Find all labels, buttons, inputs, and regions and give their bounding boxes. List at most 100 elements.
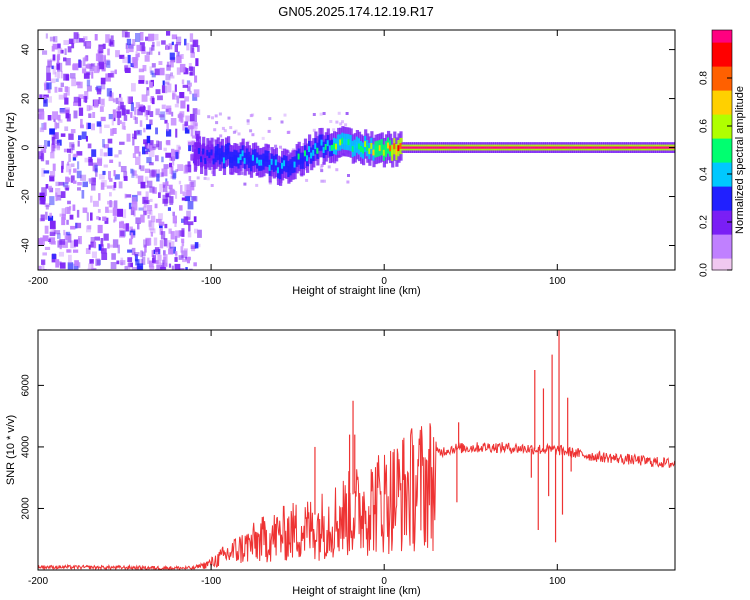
colorbar-tick-label: 0.6: [699, 119, 710, 133]
halo-cell: [240, 171, 244, 175]
ridge-core: [310, 152, 314, 159]
noise-cell: [106, 88, 112, 97]
ridge-core: [266, 156, 270, 162]
noise-cell: [159, 67, 165, 76]
noise-cell: [57, 114, 61, 121]
halo-cell: [215, 121, 219, 125]
halo-cell: [219, 134, 223, 138]
ridge-core: [654, 146, 659, 149]
noise-cell: [169, 52, 175, 60]
noise-cell: [100, 98, 105, 107]
noise-cell: [186, 80, 191, 85]
noise-cell: [144, 168, 150, 173]
halo-cell: [212, 138, 216, 142]
ridge-core: [399, 143, 403, 149]
noise-cell: [39, 127, 45, 133]
halo-cell: [291, 148, 295, 152]
ridge-core: [519, 146, 524, 149]
noise-cell: [93, 200, 99, 207]
noise-cell: [162, 182, 166, 188]
noise-cell: [133, 59, 138, 65]
noise-cell: [88, 263, 93, 270]
noise-cell: [124, 193, 127, 199]
noise-cell: [189, 33, 194, 42]
noise-cell: [60, 133, 66, 137]
noise-cell: [115, 269, 119, 270]
ridge-core: [285, 161, 289, 168]
noise-cell: [72, 64, 78, 70]
noise-cell: [112, 128, 117, 134]
noise-cell: [194, 242, 199, 249]
ridge-core: [274, 159, 278, 166]
snr-x-axis-label: Height of straight line (km): [292, 585, 420, 597]
noise-cell: [73, 263, 79, 270]
ridge-core: [231, 157, 235, 163]
noise-cell: [107, 243, 110, 249]
noise-cell: [50, 78, 56, 84]
colorbar-step: [712, 105, 732, 109]
noise-cell: [57, 47, 63, 54]
noise-cell: [126, 133, 131, 142]
noise-cell: [65, 163, 72, 173]
noise-cell: [46, 82, 52, 90]
ridge-core: [569, 146, 573, 149]
noise-cell: [162, 259, 165, 269]
ridge-core: [276, 167, 281, 174]
noise-cell: [178, 255, 184, 260]
noise-cell: [93, 99, 99, 108]
ridge-core: [584, 146, 588, 149]
noise-cell: [62, 182, 69, 188]
noise-cell: [150, 215, 156, 223]
ridge-core: [592, 146, 596, 149]
noise-cell: [190, 113, 195, 122]
ridge-core: [621, 146, 625, 149]
colorbar-step: [712, 111, 732, 115]
noise-cell: [137, 223, 140, 230]
ridge-core: [328, 145, 332, 152]
halo-cell: [267, 129, 271, 133]
halo-cell: [327, 165, 331, 169]
noise-cell: [167, 207, 171, 211]
noise-cell: [171, 241, 175, 250]
noise-cell: [190, 180, 196, 187]
y-tick-label: 0: [21, 144, 32, 150]
noise-cell: [78, 38, 85, 43]
ridge-core: [312, 149, 316, 156]
noise-cell: [176, 51, 180, 58]
noise-cell: [72, 204, 76, 211]
noise-cell: [182, 84, 188, 88]
noise-cell: [139, 42, 145, 52]
noise-cell: [175, 128, 178, 138]
ridge-core: [374, 146, 378, 153]
noise-cell: [169, 196, 174, 205]
noise-cell: [186, 190, 192, 198]
halo-cell: [312, 113, 316, 116]
noise-cell: [49, 212, 52, 218]
ridge-core: [368, 148, 372, 155]
noise-cell: [64, 97, 69, 105]
noise-cell: [147, 257, 150, 264]
noise-cell: [161, 40, 166, 45]
ridge-core: [607, 146, 611, 149]
noise-cell: [191, 245, 196, 252]
noise-cell: [165, 73, 171, 81]
ridge-core: [393, 143, 397, 150]
ridge-core: [380, 144, 384, 151]
noise-cell: [144, 55, 150, 62]
noise-cell: [77, 182, 82, 186]
noise-cell: [181, 241, 185, 247]
ridge-core: [366, 145, 370, 152]
noise-cell: [143, 127, 146, 133]
noise-cell: [99, 125, 102, 134]
colorbar-step: [712, 129, 732, 133]
noise-cell: [75, 222, 82, 229]
noise-cell: [50, 240, 56, 245]
noise-cell: [91, 251, 97, 258]
noise-cell: [146, 51, 150, 55]
noise-cell: [118, 161, 121, 167]
halo-cell: [319, 166, 323, 170]
noise-cell: [63, 148, 68, 153]
noise-cell: [86, 85, 92, 92]
noise-cell: [174, 84, 177, 92]
